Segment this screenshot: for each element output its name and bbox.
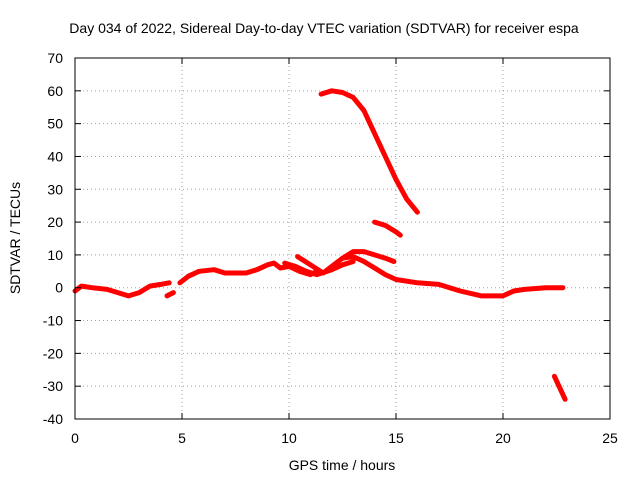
series-group [72,88,568,402]
x-tick-label: 0 [71,430,79,446]
y-tick-label: 30 [47,181,63,197]
y-tick-label: 10 [47,247,63,263]
x-tick-label: 20 [495,430,511,446]
series-arc-8 [372,219,403,238]
y-tick-label: 20 [47,214,63,230]
series-arc-9 [551,373,568,402]
x-tick-label: 15 [388,430,404,446]
y-axis-label: SDTVAR / TECUs [7,182,23,294]
series-arc-4 [282,259,356,278]
y-tick-label: -30 [43,378,63,394]
tick-group: 0 5 10 15 20 25 -40 -30 -20 -10 0 10 20 30 40 50 60 70 [43,50,618,446]
x-axis-label: GPS time / hours [289,457,396,473]
y-tick-label: 70 [47,50,63,66]
y-tick-label: 60 [47,83,63,99]
series-arc-7 [318,88,420,215]
y-tick-label: 0 [55,280,63,296]
series-arc-3 [177,260,320,286]
plot-frame [74,57,611,420]
x-tick-label: 10 [281,430,297,446]
series-arc-1 [72,280,172,299]
grid [75,58,610,419]
x-tick-label: 5 [178,430,186,446]
series-arc-6 [340,254,566,299]
y-tick-label: -40 [43,411,63,427]
y-tick-label: 40 [47,148,63,164]
y-tick-label: 50 [47,116,63,132]
x-tick-label: 25 [602,430,618,446]
y-tick-label: -20 [43,345,63,361]
chart-title: Day 034 of 2022, Sidereal Day-to-day VTE… [69,20,579,36]
series-arc-2 [164,290,176,299]
y-tick-label: -10 [43,313,63,329]
